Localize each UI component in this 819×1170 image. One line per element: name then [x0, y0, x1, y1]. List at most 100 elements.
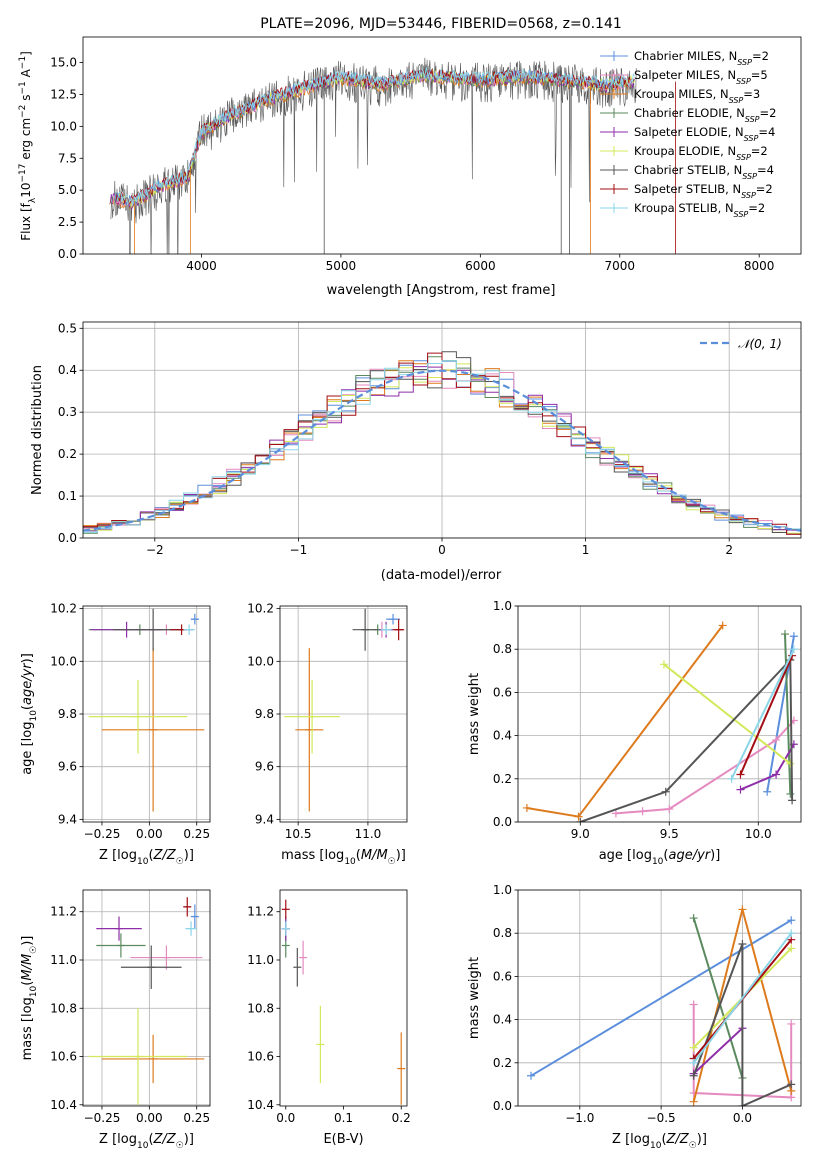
y-tick-label: 10.0 [50, 119, 77, 133]
errorbar-point [190, 613, 199, 625]
y-tick-label: 10.0 [247, 654, 274, 668]
y-tick-label: 0.5 [58, 321, 77, 335]
label-part: )] [710, 848, 720, 863]
weight-marker [789, 632, 798, 641]
weight-line [692, 917, 744, 1079]
x-tick-label: 8000 [744, 259, 775, 273]
weight-marker [780, 630, 789, 639]
weight-line [692, 932, 792, 1064]
label-part: Kroupa ELODIE, [634, 144, 727, 158]
weight-marker [659, 660, 668, 669]
label-part: N [735, 125, 744, 139]
weight-marker [638, 807, 647, 816]
label-part: 10 [137, 857, 149, 867]
y-axis-label: mass weight [467, 673, 482, 755]
label-part: E(B-V) [323, 1132, 363, 1147]
y-tick-label: 15.0 [50, 56, 77, 70]
label-part: ] [19, 51, 33, 56]
label-part: N [727, 144, 736, 158]
weight-marker [736, 770, 745, 779]
x-tick-label: 6000 [465, 259, 496, 273]
legend-label: Salpeter MILES, NSSP=5 [634, 68, 768, 86]
y-tick-label: 0.1 [58, 489, 77, 503]
label-part: =2 [752, 49, 769, 63]
x-tick-label: −1 [290, 543, 308, 557]
errorbar-point [352, 608, 378, 651]
weight-marker [661, 787, 670, 796]
y-tick-label: 0.6 [493, 685, 512, 699]
x-axis-label: wavelength [Angstrom, rest frame] [327, 283, 556, 298]
errorbar-point [299, 940, 308, 975]
x-axis-label: Z [log10(Z/Z☉)] [99, 848, 194, 867]
label-part: ☉ [388, 857, 396, 867]
weight-series-salpeter-elodie [689, 1024, 747, 1078]
weight-marker [574, 812, 583, 821]
label-part: =3 [743, 87, 760, 101]
label-part: A [19, 68, 33, 81]
label-part: SSP [741, 191, 756, 200]
errorbar-point [284, 679, 341, 754]
label-part: SSP [736, 153, 751, 162]
label-part: SSP [734, 210, 749, 219]
legend-label: Chabrier STELIB, NSSP=4 [634, 163, 774, 181]
axes-frame [82, 889, 211, 1107]
errorbar-point [295, 648, 324, 812]
label-part: M/M [20, 954, 35, 981]
label-part: N [720, 87, 729, 101]
y-axis-label: Flux [fλ10−17 erg cm−2 s−1 A−1] [18, 51, 38, 241]
y-tick-label: 0.3 [58, 405, 77, 419]
label-part: Kroupa STELIB, [634, 201, 725, 215]
x-axis-label: Z [log10(Z/Z☉)] [612, 1132, 707, 1151]
y-tick-label: 10.4 [247, 1098, 274, 1112]
weight-marker [786, 759, 795, 768]
weight-marker [772, 735, 781, 744]
weight-line [739, 655, 794, 775]
errorbar-point [101, 1034, 205, 1084]
y-tick-label: 0.4 [58, 363, 77, 377]
label-part: =2 [751, 144, 768, 158]
legend-label: 𝒩(0, 1) [738, 337, 782, 351]
label-part: λ [28, 197, 38, 203]
weight-z-axes: −1.0 −0.5 0.0 0.0 0.2 0.4 0.6 0.8 1.0 Z [log10(Z/… [467, 883, 802, 1151]
label-part: age [log [599, 848, 652, 863]
x-tick-label: −1.0 [565, 1111, 594, 1125]
weight-marker [576, 818, 585, 822]
weight-marker [772, 770, 781, 779]
weight-marker [527, 1071, 536, 1080]
weight-marker [787, 1019, 796, 1028]
label-part: mass weight [467, 957, 482, 1039]
label-part: 10 [344, 857, 356, 867]
y-tick-label: 9.8 [255, 707, 274, 721]
x-tick-label: 0.00 [136, 827, 163, 841]
label-part: Z/Z [153, 1132, 177, 1147]
legend-label: Kroupa MILES, NSSP=3 [634, 87, 760, 105]
x-tick-label: 0.0 [276, 1111, 295, 1125]
y-tick-label: 10.6 [50, 1050, 77, 1064]
y-tick-label: 5.0 [58, 183, 77, 197]
weight-marker [789, 645, 798, 654]
label-part: M/M [361, 848, 388, 863]
label-part: Z/Z [153, 848, 177, 863]
weight-series-kroupa-miles [522, 621, 727, 821]
label-part: SSP [742, 172, 757, 181]
weight-line [663, 663, 791, 765]
weight-series-chabrier-elodie [780, 630, 795, 798]
weight-marker [738, 1102, 747, 1106]
label-part: SSP [745, 115, 760, 124]
x-tick-label: 0.25 [183, 827, 210, 841]
weight-marker [689, 1058, 698, 1067]
label-part: ☉ [176, 1141, 184, 1151]
legend-label: Chabrier MILES, NSSP=2 [634, 49, 769, 67]
x-axis-label: mass [log10(M/M☉)] [281, 848, 406, 867]
weight-marker [689, 1097, 698, 1106]
label-part: 10 [650, 1141, 662, 1151]
y-tick-label: 7.5 [58, 151, 77, 165]
label-part: ☉ [29, 946, 39, 954]
x-tick-label: −0.25 [84, 827, 121, 841]
label-part: N [734, 163, 743, 177]
y-axis-label: age [log10(age/yr)] [20, 653, 39, 775]
weight-line [740, 743, 795, 791]
weight-line [784, 634, 792, 794]
axes-frame [82, 36, 802, 255]
